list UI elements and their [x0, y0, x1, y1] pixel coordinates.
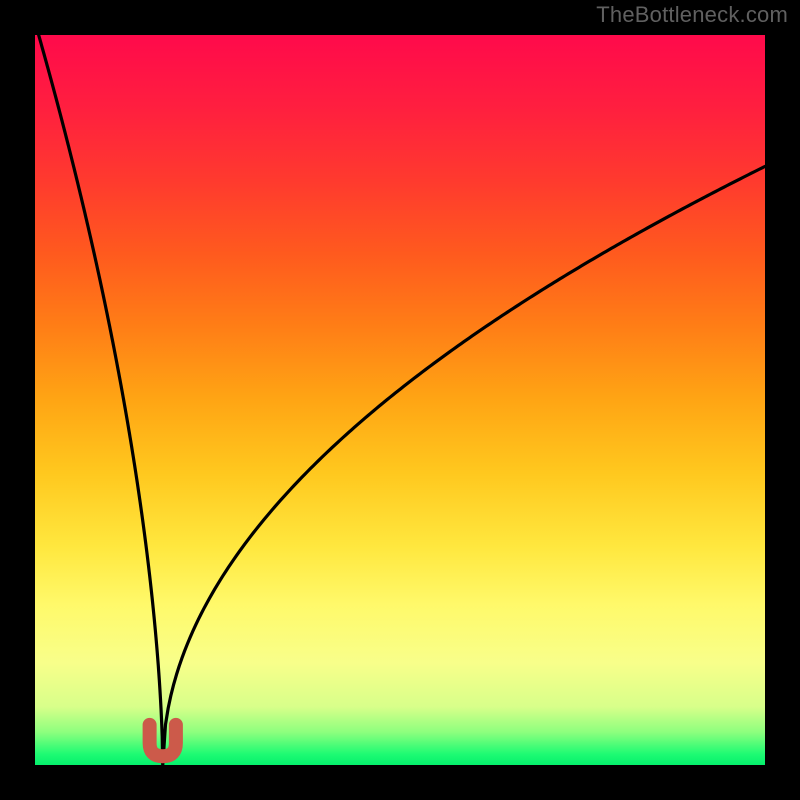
chart-container: TheBottleneck.com — [0, 0, 800, 800]
watermark-text: TheBottleneck.com — [596, 2, 788, 28]
plot-area — [35, 35, 765, 765]
bottleneck-chart — [35, 35, 765, 765]
gradient-background — [35, 35, 765, 765]
